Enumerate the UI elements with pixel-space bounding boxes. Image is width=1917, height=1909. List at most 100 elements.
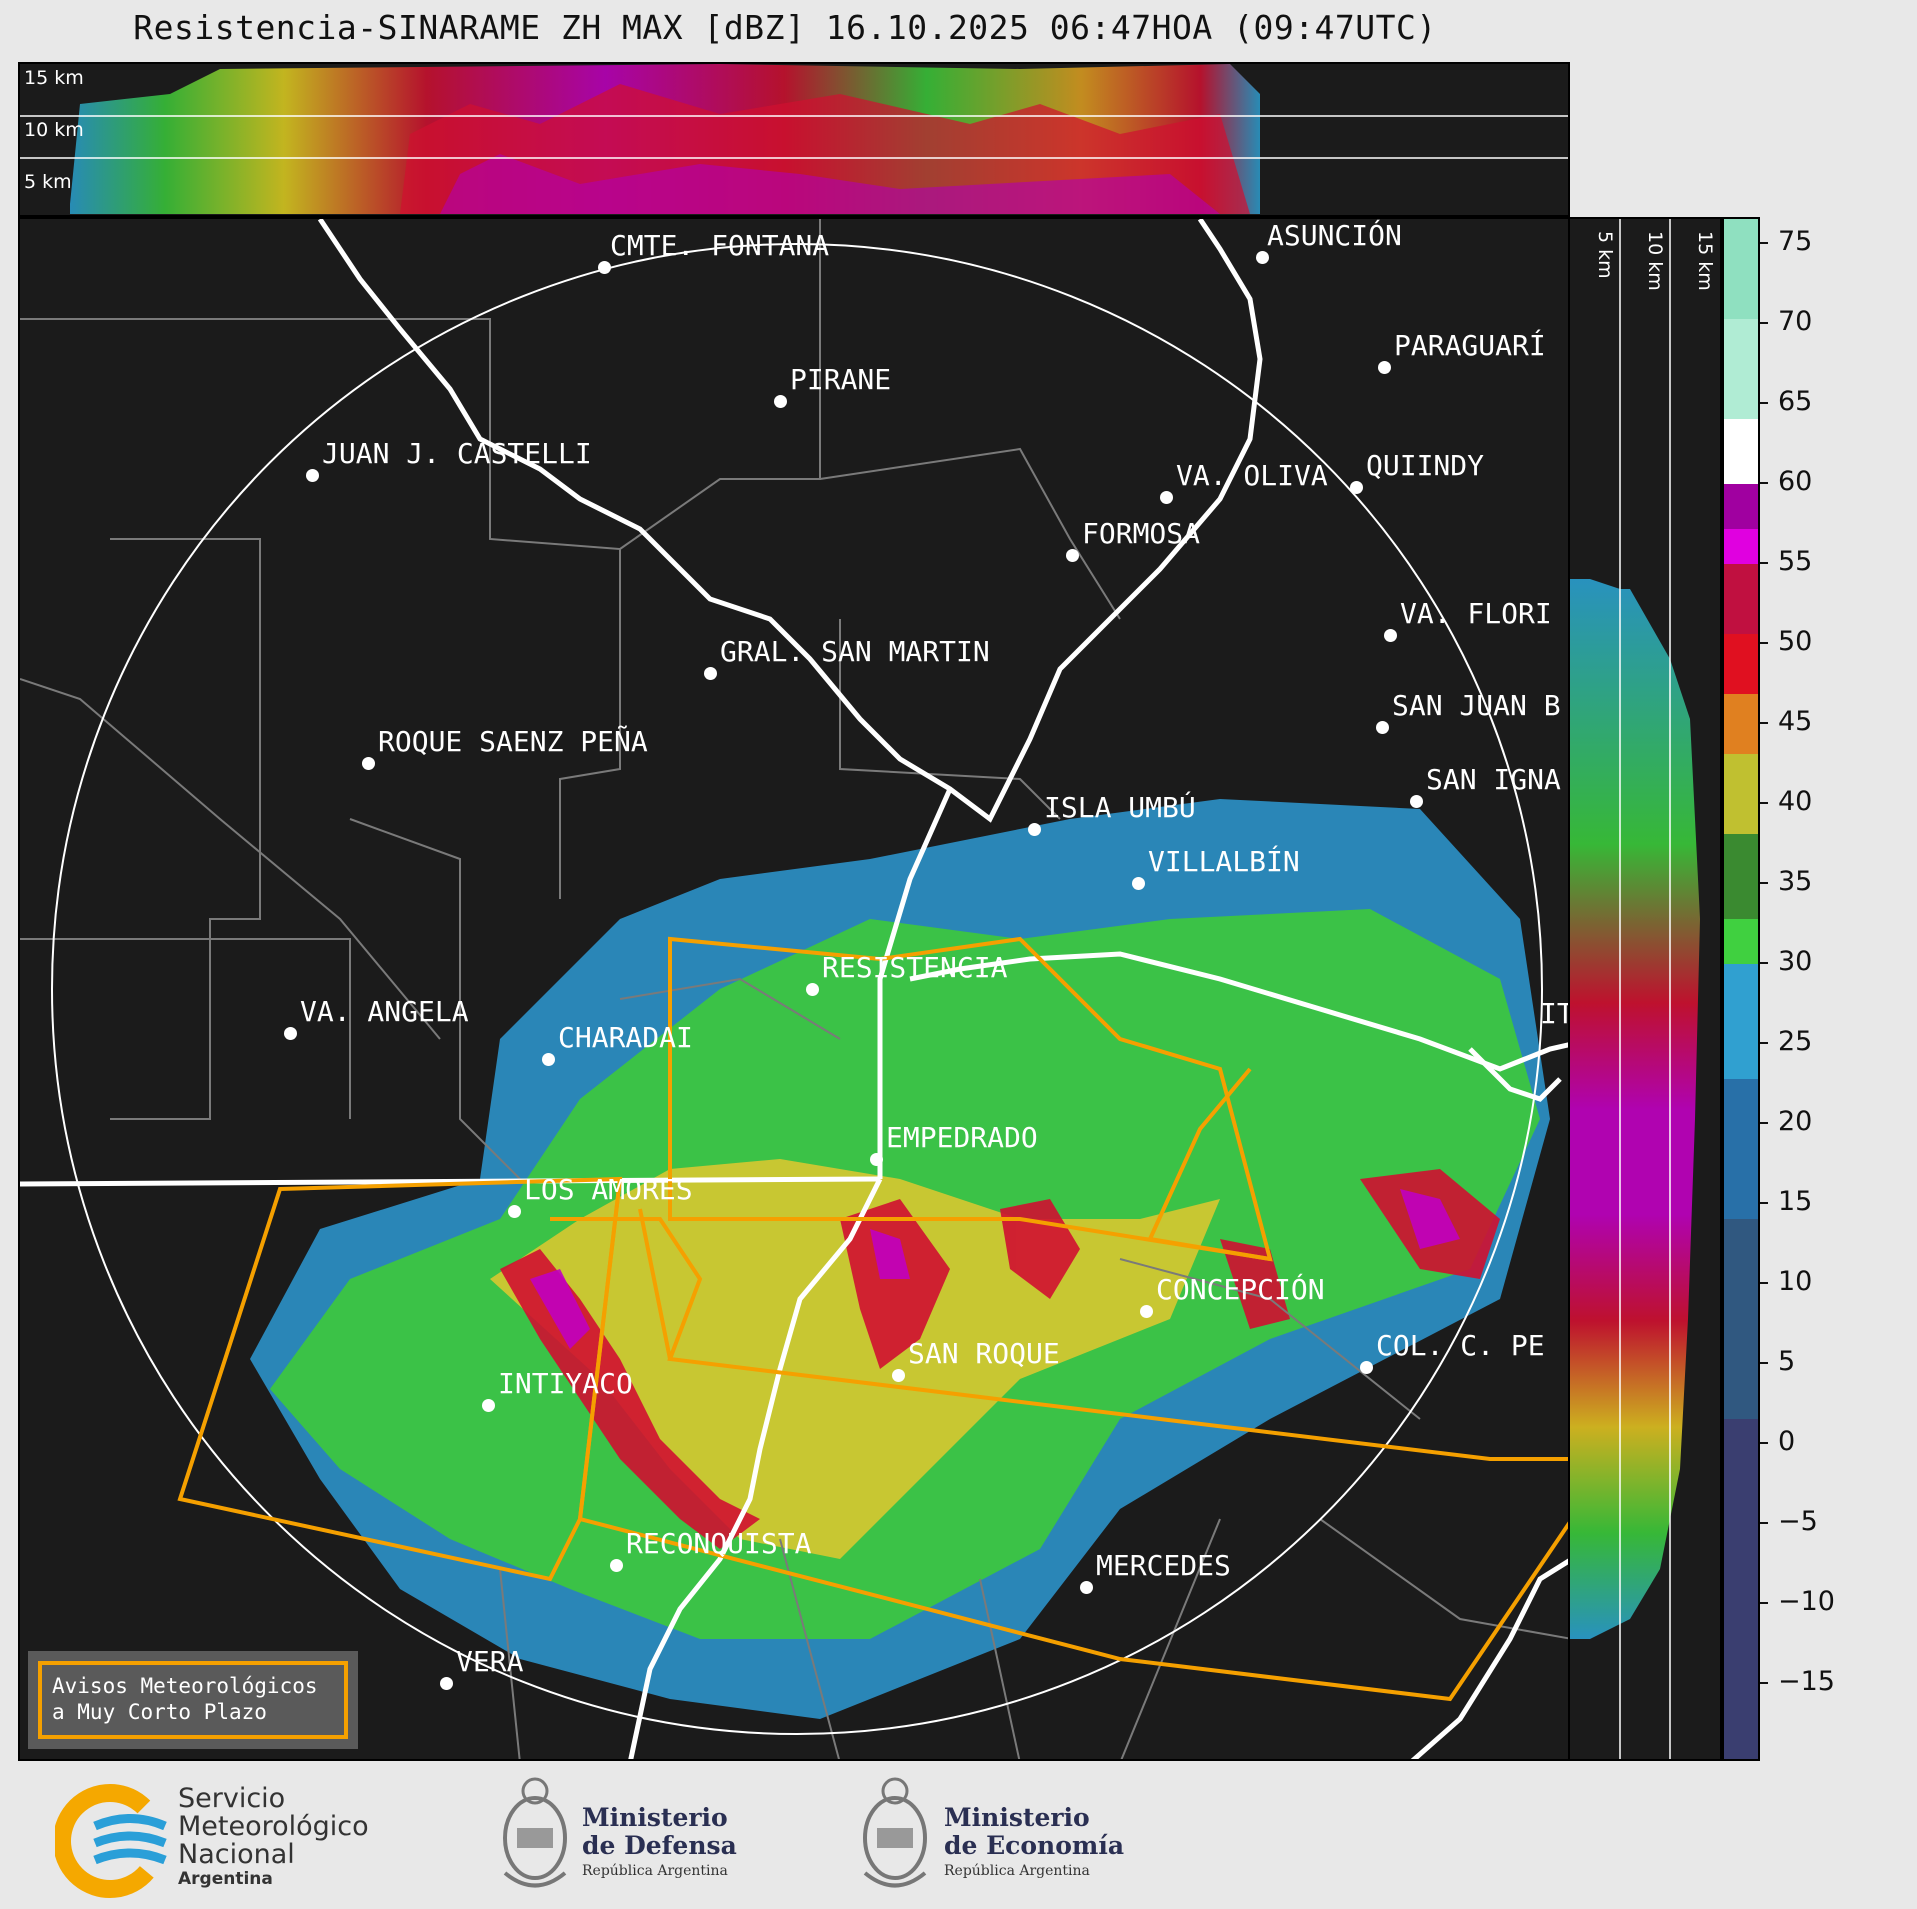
radar-map: CMTE. FONTANA ASUNCIÓN PARAGUARÍ PIRANE … [18,217,1570,1761]
city-asuncion: ASUNCIÓN [1267,219,1402,252]
colorbar-tick-label: 60 [1778,466,1813,497]
city-dot [508,1205,521,1218]
city-dot [1140,1305,1153,1318]
city-dot [1384,629,1397,642]
smn-name-line1: Servicio [178,1783,286,1814]
alt-label-5km: 5 km [24,171,72,193]
colorbar-tick-label: −5 [1778,1506,1818,1537]
colorbar-tick-label: 5 [1778,1346,1796,1377]
city-va-flori: VA. FLORI [1400,597,1552,630]
city-san-igna: SAN IGNA [1426,763,1561,796]
defensa-line1: Ministerio [582,1803,728,1832]
smn-logo-icon [55,1784,167,1898]
city-reconquista: RECONQUISTA [626,1527,812,1560]
top-cross-section: 15 km 10 km 5 km [18,62,1570,217]
city-gral-san-martin: GRAL. SAN MARTIN [720,635,990,668]
city-dot [1256,251,1269,264]
dbz-colorbar [1722,217,1760,1761]
city-san-roque: SAN ROQUE [908,1337,1060,1370]
colorbar-tick-label: −10 [1778,1586,1835,1617]
top-echo-profile [20,64,1568,214]
legend-line-1: Avisos Meteorológicos [52,1674,318,1698]
coat-of-arms-icon [503,1777,567,1888]
city-paraguari: PARAGUARÍ [1394,329,1546,362]
city-dot [542,1053,555,1066]
colorbar-tick-label: 35 [1778,866,1813,897]
smn-name-line2: Meteorológico [178,1811,369,1842]
alt-label-10km: 10 km [24,119,84,141]
economia-line2: de Economía [944,1831,1125,1860]
city-dot [1080,1581,1093,1594]
city-dot [1350,481,1363,494]
legend-line-2: a Muy Corto Plazo [52,1700,267,1724]
warning-legend: Avisos Meteorológicos a Muy Corto Plazo [28,1651,358,1749]
side-cross-section: 5 km 10 km 15 km [1570,217,1722,1761]
smn-name-line3: Nacional [178,1839,295,1870]
colorbar-tick-label: 50 [1778,626,1813,657]
colorbar-tick-label: 75 [1778,226,1813,257]
product-title: Resistencia-SINARAME ZH MAX [dBZ] 16.10.… [133,8,1437,47]
colorbar-tick-label: 20 [1778,1106,1813,1137]
city-dot [482,1399,495,1412]
city-quiindy: QUIINDY [1366,449,1485,482]
city-dot [1066,549,1079,562]
city-resistencia: RESISTENCIA [822,951,1008,984]
city-dot [1028,823,1041,836]
city-dot [1378,361,1391,374]
city-dot [284,1027,297,1040]
city-dot [610,1559,623,1572]
colorbar-tick-label: 25 [1778,1026,1813,1057]
side-alt-label-10km: 10 km [1644,231,1666,291]
footer-logos: Servicio Meteorológico Nacional Argentin… [0,1761,1917,1909]
city-formosa: FORMOSA [1082,517,1201,550]
city-dot [1410,795,1423,808]
colorbar-tick-label: 30 [1778,946,1813,977]
colorbar-tick-label: 40 [1778,786,1813,817]
colorbar-tick-label: 45 [1778,706,1813,737]
city-dot [306,469,319,482]
smn-country: Argentina [178,1869,273,1889]
city-mercedes: MERCEDES [1096,1549,1231,1582]
economia-line3: República Argentina [944,1863,1090,1879]
defensa-line3: República Argentina [582,1863,728,1879]
city-dot [870,1153,883,1166]
city-dot [598,261,611,274]
city-los-amores: LOS AMORES [524,1173,693,1206]
city-dot [806,983,819,996]
radar-imagery [20,219,1568,1759]
city-dot [704,667,717,680]
city-dot [774,395,787,408]
city-pirane: PIRANE [790,363,892,396]
city-it: IT [1540,997,1568,1030]
city-va-angela: VA. ANGELA [300,995,469,1028]
city-col-c-pe: COL. C. PE [1376,1329,1545,1362]
city-empedrado: EMPEDRADO [886,1121,1038,1154]
colorbar-tick-label: −15 [1778,1666,1835,1697]
city-va-oliva: VA. OLIVA [1176,459,1328,492]
city-isla-umbu: ISLA UMBÚ [1044,791,1196,824]
side-alt-label-15km: 15 km [1694,231,1716,291]
side-echo-profile [1570,219,1700,1759]
range-ring [51,243,1543,1735]
defensa-line2: de Defensa [582,1831,737,1860]
city-dot [1132,877,1145,890]
colorbar-tick-label: 55 [1778,546,1813,577]
city-dot [440,1677,453,1690]
city-villalbin: VILLALBÍN [1148,845,1300,878]
colorbar-tick-label: 65 [1778,386,1813,417]
city-cmte-fontana: CMTE. FONTANA [610,229,830,262]
city-dot [1376,721,1389,734]
city-dot [892,1369,905,1382]
colorbar-tick-label: 0 [1778,1426,1796,1457]
echo-layer-magenta [530,1189,1460,1349]
colorbar-tick-label: 15 [1778,1186,1813,1217]
city-dot [1360,1361,1373,1374]
coat-of-arms-icon [863,1777,927,1888]
colorbar-tick-label: 10 [1778,1266,1813,1297]
city-concepcion: CONCEPCIÓN [1156,1273,1325,1306]
city-san-juan-b: SAN JUAN B [1392,689,1561,722]
alt-label-15km: 15 km [24,67,84,89]
colorbar-gradient [1724,219,1758,1759]
economia-line1: Ministerio [944,1803,1090,1832]
city-intiyaco: INTIYACO [498,1367,633,1400]
